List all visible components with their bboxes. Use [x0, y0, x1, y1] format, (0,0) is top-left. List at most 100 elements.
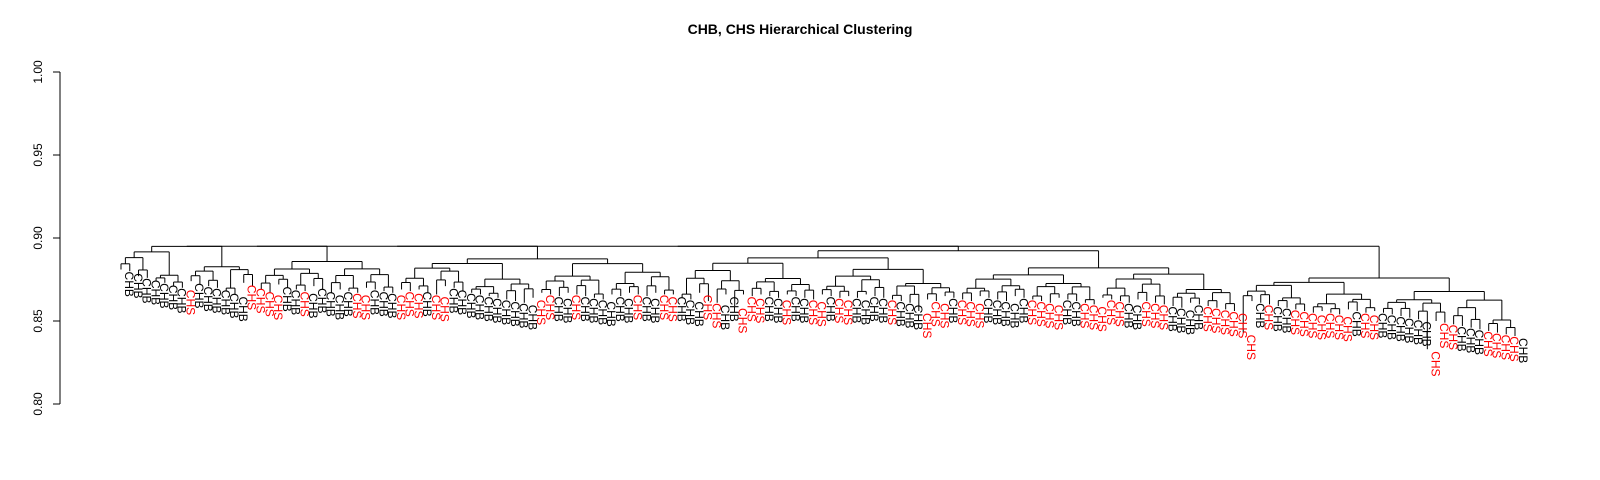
leaf-label: CHS — [753, 298, 767, 323]
leaf-label: CHB — [306, 293, 320, 318]
leaf-label: CHB — [324, 291, 338, 316]
leaf-label: CHS — [1314, 315, 1328, 340]
leaf-label: CHS — [403, 291, 417, 316]
leaf-label: CHS — [1358, 313, 1372, 338]
leaf-label: CHS — [1025, 300, 1039, 325]
leaf-label: CHB — [1349, 311, 1363, 336]
leaf-label: CHB — [1165, 306, 1179, 331]
leaf-label: CHB — [999, 301, 1013, 326]
leaf-label: CHB — [192, 283, 206, 308]
leaf-label: CHB — [1253, 303, 1267, 328]
leaf-label: CHS — [920, 313, 934, 338]
leaf-label: CHB — [1069, 301, 1083, 326]
leaf-label: CHS — [1481, 331, 1495, 356]
leaf-label: CHS — [1113, 301, 1127, 326]
leaf-label: CHS — [701, 295, 715, 320]
leaf-label: CHB — [1279, 308, 1293, 333]
leaf-label: CHB — [332, 295, 346, 320]
leaf-label: CHS — [394, 295, 408, 320]
leaf-label: CHS — [569, 295, 583, 320]
leaf-label: CHB — [587, 298, 601, 323]
leaf-label: CHS — [429, 295, 443, 320]
leaf-label: CHS — [955, 300, 969, 325]
leaf-label: CHS — [1051, 305, 1065, 330]
leaf-label: CHS — [1139, 301, 1153, 326]
leaf-label: CHB — [692, 301, 706, 326]
leaf-label: CHB — [1420, 321, 1434, 346]
y-tick-label: 1.00 — [31, 60, 45, 84]
leaf-label: CHS — [832, 298, 846, 323]
leaf-label: CHS — [964, 301, 978, 326]
leaf-label: CHB — [140, 278, 154, 303]
leaf-label: CHB — [946, 298, 960, 323]
leaf-label: CHS — [1235, 313, 1249, 338]
leaf-label: CHB — [1192, 305, 1206, 330]
leaf-label: CHS — [885, 300, 899, 325]
leaf-label: CHS — [1095, 306, 1109, 331]
leaf-label: CHB — [1516, 338, 1530, 363]
leaf-label: CHB — [990, 300, 1004, 325]
y-axis: 0.80 0.85 0.90 0.95 1.00 — [31, 60, 61, 416]
leaf-label: CHS — [1227, 311, 1241, 336]
leaf-label: CHB — [148, 280, 162, 305]
leaf-label: CHB — [858, 300, 872, 325]
leaf-label: CHS — [666, 296, 680, 321]
leaf-label: CHB — [1130, 305, 1144, 330]
leaf-label: CHS — [1507, 336, 1521, 361]
leaf-label: CHS — [438, 296, 452, 321]
leaf-label: CHB — [175, 288, 189, 313]
leaf-label: CHB — [674, 296, 688, 321]
leaf-label: CHB — [648, 298, 662, 323]
leaf-label: CHS — [411, 293, 425, 318]
leaf-label: CHS — [631, 295, 645, 320]
leaf-label: CHS — [937, 303, 951, 328]
leaf-label: CHB — [218, 290, 232, 315]
leaf-label: CHS — [929, 301, 943, 326]
leaf-label: CHS — [1306, 313, 1320, 338]
leaf-label: CHB — [517, 303, 531, 328]
leaf-label: CHB — [613, 296, 627, 321]
leaf-label: CHS — [1437, 323, 1451, 348]
leaf-label: CHB — [1174, 308, 1188, 333]
leaf-label: CHB — [341, 291, 355, 316]
leaf-label: CHS — [744, 296, 758, 321]
leaf-label: CHS — [262, 291, 276, 316]
leaf-label: CHS — [1148, 303, 1162, 328]
leaf-label: CHB — [157, 283, 171, 308]
leaf-label: CHB — [560, 298, 574, 323]
leaf-label: CHB — [1463, 328, 1477, 353]
leaf-label: CHB — [797, 298, 811, 323]
leaf-label: CHB — [166, 285, 180, 310]
leaf-label: CHS — [245, 285, 259, 310]
leaf-label: CHB — [1271, 306, 1285, 331]
leaf-label: CHS — [1086, 305, 1100, 330]
leaf-label: CHS — [1490, 333, 1504, 358]
leaf-label: CHB — [508, 301, 522, 326]
leaf-label: CHS — [183, 290, 197, 315]
leaf-label: CHB — [902, 303, 916, 328]
leaf-label: CHB — [1384, 315, 1398, 340]
leaf-label: CHS — [1367, 315, 1381, 340]
leaf-label: CHS — [1157, 305, 1171, 330]
leaf-label: CHB — [1402, 318, 1416, 343]
chart-title: CHB, CHS Hierarchical Clustering — [688, 21, 913, 37]
leaf-label: CHS — [1341, 316, 1355, 341]
leaf-label: CHB — [1455, 326, 1469, 351]
leaf-label: CHB — [1007, 303, 1021, 328]
leaf-label: CHB — [1183, 310, 1197, 335]
leaf-label: CHB — [455, 290, 469, 315]
leaf-label: CHB — [639, 296, 653, 321]
leaf-label: CHB — [1376, 313, 1390, 338]
leaf-label: CHS — [297, 291, 311, 316]
leaf-label: CHB — [604, 301, 618, 326]
leaf-label: CHS — [1218, 310, 1232, 335]
leaf-label: CHS — [271, 295, 285, 320]
leaf-label: CHB — [823, 296, 837, 321]
leaf-label: CHB — [473, 295, 487, 320]
leaf-label: CHS — [1288, 310, 1302, 335]
leaf-label: CHS — [1498, 335, 1512, 360]
y-tick-label: 0.95 — [31, 143, 45, 167]
leaf-label: CHB — [289, 290, 303, 315]
leaf-label: CHS — [1428, 351, 1442, 376]
